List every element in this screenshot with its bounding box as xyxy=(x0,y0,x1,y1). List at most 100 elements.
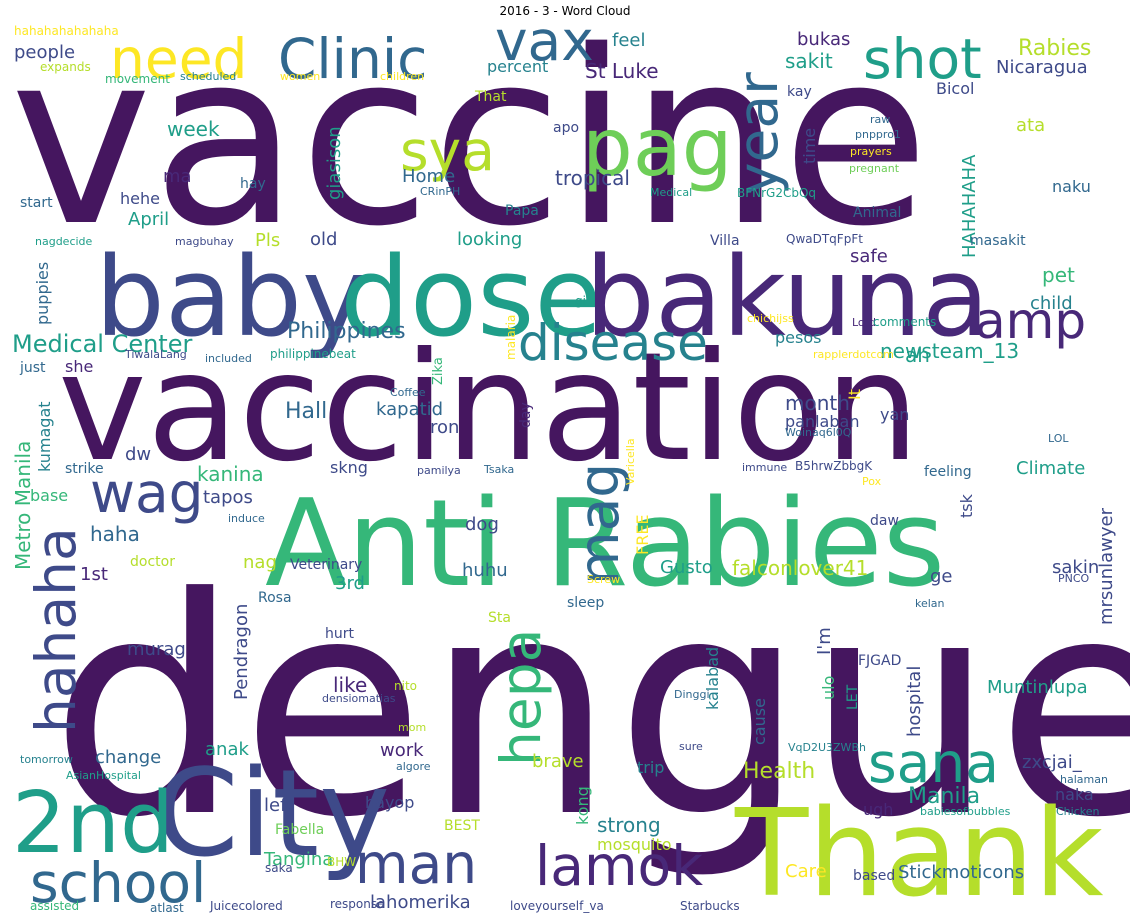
word-143: response xyxy=(330,897,385,911)
word-186: Screw xyxy=(587,573,620,586)
word-136: Tangina xyxy=(263,849,333,870)
word-73: Hall xyxy=(285,399,327,424)
word-145: atlast xyxy=(150,901,184,915)
word-22: hahaha xyxy=(24,527,88,733)
word-34: sakit xyxy=(785,49,833,73)
word-39: week xyxy=(167,117,220,141)
word-94: 1st xyxy=(80,564,108,585)
word-30: newsteam_13 xyxy=(880,339,1019,363)
word-74: kapatid xyxy=(376,399,443,420)
word-89: dog xyxy=(465,514,499,535)
word-5: Thank xyxy=(734,785,1104,923)
word-111: Sta xyxy=(488,610,511,626)
word-13: need xyxy=(110,27,247,91)
word-181: Varicella xyxy=(624,438,637,485)
word-8: dose xyxy=(340,233,602,361)
word-106: Rosa xyxy=(258,590,292,606)
word-95: nag xyxy=(243,552,277,573)
word-170: included xyxy=(205,352,252,365)
word-83: skng xyxy=(330,458,368,477)
word-168: comments xyxy=(873,315,936,329)
word-19: disease xyxy=(518,314,708,372)
word-67: ah xyxy=(905,343,930,367)
word-188: kelan xyxy=(915,597,945,610)
chart-title: 2016 - 3 - Word Cloud xyxy=(499,4,631,18)
word-42: giasison xyxy=(324,126,345,200)
word-180: Tsaka xyxy=(483,463,514,476)
word-196: algore xyxy=(396,760,431,773)
word-107: I'm xyxy=(814,627,835,655)
word-57: Animal xyxy=(853,205,901,221)
word-38: people xyxy=(14,42,75,63)
word-195: tomorrow xyxy=(20,753,73,766)
word-1: dengue xyxy=(50,534,1130,883)
word-44: time xyxy=(800,128,819,164)
word-6: City xyxy=(155,745,390,884)
word-108: hospital xyxy=(904,666,925,737)
word-23: hepa xyxy=(489,629,553,766)
word-113: kalabad xyxy=(703,647,722,710)
word-184: induce xyxy=(228,512,265,525)
word-47: Bicol xyxy=(936,79,974,98)
word-72: kumagat xyxy=(35,401,54,472)
word-104: Pendragon xyxy=(231,604,252,700)
word-55: start xyxy=(20,195,53,211)
word-164: QwaDTqFpFt xyxy=(786,232,863,246)
word-46: naku xyxy=(1052,177,1091,196)
word-120: change xyxy=(95,747,161,768)
word-92: mrsunlawyer xyxy=(1096,507,1117,625)
word-63: pet xyxy=(1042,263,1075,287)
word-130: hayop xyxy=(365,793,414,812)
word-114: ulo xyxy=(819,676,838,700)
word-172: rapplerdotcom xyxy=(813,348,894,361)
word-80: dw xyxy=(125,444,151,465)
word-91: tsk xyxy=(957,493,976,518)
word-138: Care xyxy=(785,861,827,882)
word-199: babiesofbubbles xyxy=(920,805,1011,818)
word-7: baby xyxy=(95,233,367,361)
word-98: 3rd xyxy=(335,573,365,594)
word-62: safe xyxy=(850,246,888,267)
word-129: left xyxy=(264,795,293,816)
word-58: looking xyxy=(457,229,522,250)
word-174: Coffee xyxy=(390,386,426,399)
word-166: chichijss xyxy=(747,312,794,325)
word-151: movement xyxy=(105,72,170,86)
word-68: pesos xyxy=(775,328,821,347)
word-21: wag xyxy=(90,461,204,525)
word-140: based xyxy=(853,868,895,884)
word-43: HAHAHAHA xyxy=(959,154,980,258)
word-71: Metro Manila xyxy=(11,441,35,570)
word-28: Medical Center xyxy=(12,330,192,358)
word-51: ma xyxy=(163,166,192,187)
word-173: malaria xyxy=(504,315,518,360)
word-158: pregnant xyxy=(849,162,900,175)
word-33: St Luke xyxy=(585,59,659,83)
word-190: densiomatias xyxy=(322,692,396,705)
word-167: Lord xyxy=(852,316,876,329)
word-79: It xyxy=(845,389,864,400)
word-9: bakuna xyxy=(585,233,989,361)
word-48: kay xyxy=(787,84,812,100)
word-84: Climate xyxy=(1016,458,1085,479)
word-82: kanina xyxy=(197,462,264,486)
word-131: strong xyxy=(597,813,661,837)
word-177: Woinaq6l0Q xyxy=(785,426,852,439)
word-40: tropical xyxy=(555,166,630,190)
word-155: raw xyxy=(870,113,890,126)
word-81: strike xyxy=(65,461,104,477)
word-75: ron xyxy=(430,417,459,438)
word-0: vaccine xyxy=(10,0,929,279)
word-54: hay xyxy=(240,176,266,192)
word-153: women xyxy=(280,70,320,83)
word-24: sana xyxy=(868,731,999,795)
word-93: daw xyxy=(870,513,899,529)
word-144: Juicecolored xyxy=(209,899,283,913)
word-25: school xyxy=(30,851,206,915)
word-122: brave xyxy=(532,751,584,772)
word-117: Muntinlupa xyxy=(987,677,1088,698)
word-132: BEST xyxy=(444,818,480,834)
word-10: 2nd xyxy=(12,774,174,873)
word-148: BHW xyxy=(327,855,356,869)
word-76: month xyxy=(785,391,850,415)
